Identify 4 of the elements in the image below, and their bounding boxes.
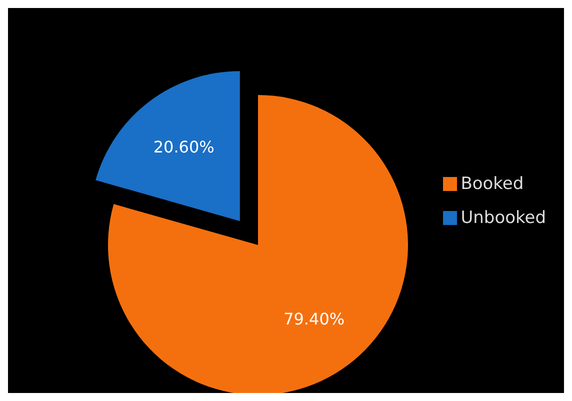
data-label: 79.40% [284, 310, 345, 329]
data-label: 20.60% [153, 137, 214, 156]
legend-label: Booked [460, 174, 524, 194]
legend-label: Unbooked [460, 208, 546, 228]
